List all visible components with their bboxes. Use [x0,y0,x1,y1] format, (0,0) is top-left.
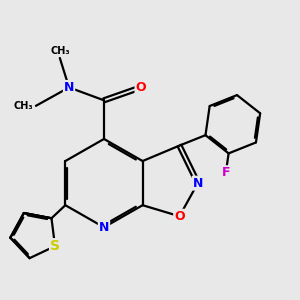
Text: O: O [174,210,185,223]
Text: N: N [99,221,109,234]
Text: CH₃: CH₃ [50,46,70,56]
Text: O: O [136,81,146,94]
Text: N: N [64,81,74,94]
Text: S: S [50,239,60,253]
Text: F: F [222,166,230,179]
Text: CH₃: CH₃ [13,101,33,111]
Text: N: N [193,177,203,190]
